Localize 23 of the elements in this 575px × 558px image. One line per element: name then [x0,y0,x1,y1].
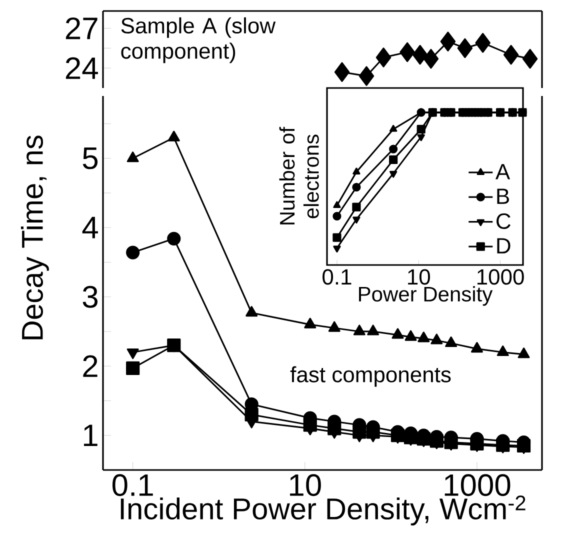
y-axis-title: Number of electrons [279,126,319,224]
annotation: fast components [290,366,451,387]
x-axis-title: Incident Power Density, Wcm$^{-2}$ [120,496,526,526]
x-tick-label: 0.1 [112,474,153,496]
x-axis-title: Power Density [359,286,493,306]
y-tick-label: 27 [66,17,98,40]
legend-label: C [496,213,510,229]
y-tick-label: 1 [84,424,98,446]
x-tick-label: 1000 [478,269,524,285]
legend-label: D [497,238,510,254]
legend-label: B [497,188,509,204]
y-tick-label: 5 [82,148,98,170]
x-tick-label: 10 [290,474,321,496]
annotation: Sample A (slow component) [121,17,276,64]
y-tick-label: 24 [66,57,98,79]
x-tick-label: 10 [408,269,430,285]
y-tick-label: 3 [82,286,98,308]
y-tick-label: 2 [83,355,98,377]
x-tick-label: 0.1 [322,269,352,285]
x-tick-label: 1000 [444,474,510,496]
y-axis-title: Decay Time, ns [20,136,49,340]
legend-label: A [495,164,510,180]
y-tick-label: 4 [82,216,98,238]
